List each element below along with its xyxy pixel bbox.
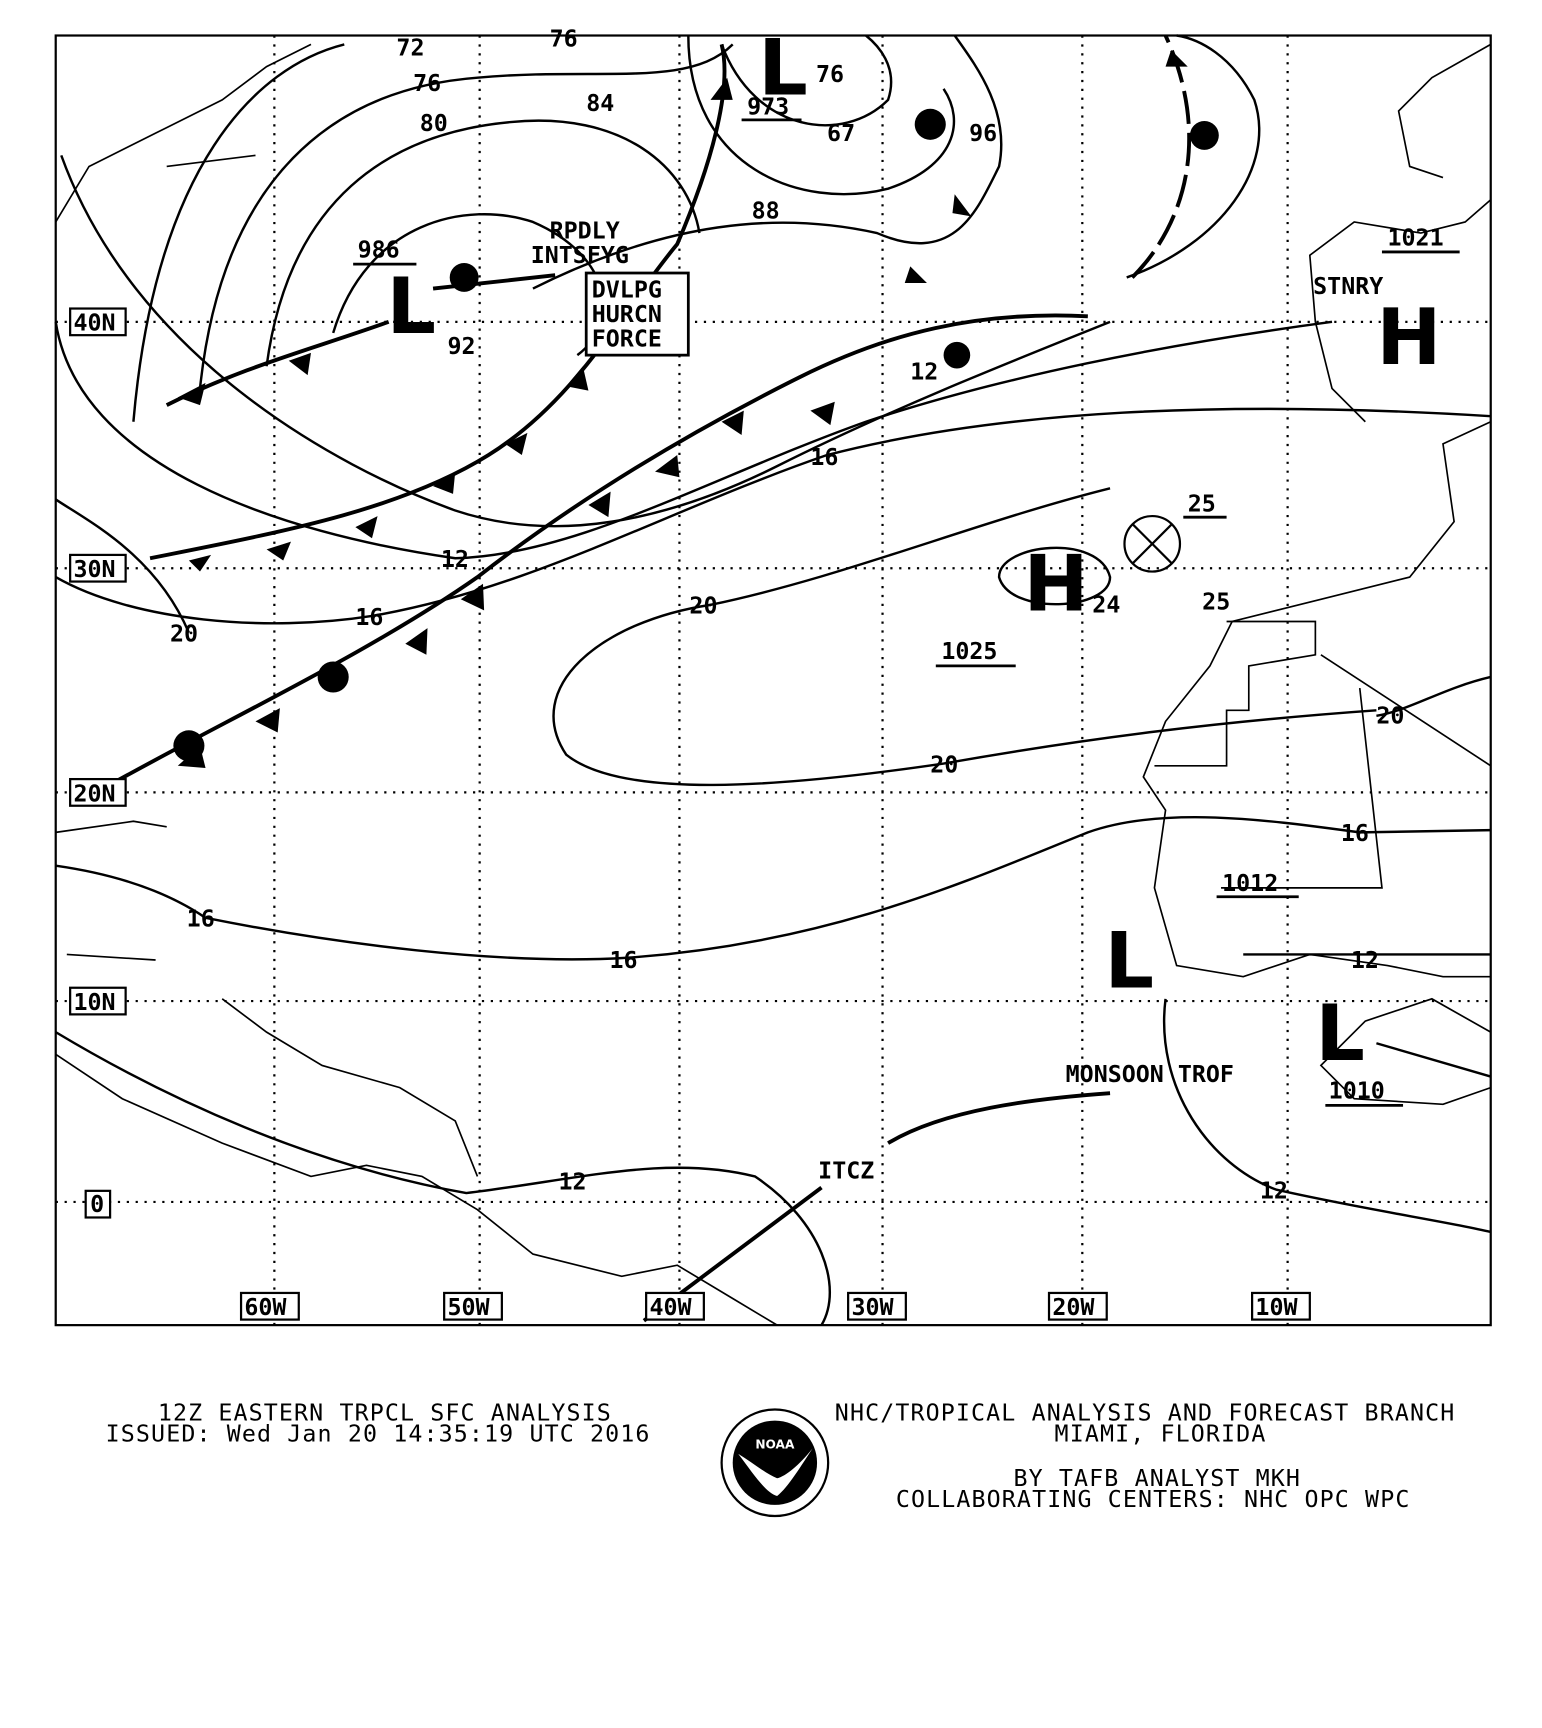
isobars [54,34,1492,1326]
pressure-value: 1021 [1388,224,1444,251]
map-frame [54,34,1492,1327]
graticule [55,35,1491,1326]
isobar-label: 12 [558,1169,586,1196]
lon-30w: 30W [851,1294,894,1321]
isobar-label: 25 [1202,588,1230,615]
lon-40w: 40W [649,1294,692,1321]
isobar-label: 72 [396,34,424,61]
lon-50w: 50W [447,1294,490,1321]
intsfyg-label: INTSFYG [531,242,629,269]
hurcn-label: HURCN [592,301,662,328]
isobar-label: 16 [610,947,638,974]
noaa-logo: NOAA [720,1408,830,1518]
low-center-1010: L [1315,989,1365,1079]
noaa-logo-text: NOAA [755,1437,795,1451]
coastlines [55,43,1492,1326]
high-center-1025: H [1023,539,1088,629]
isobar-label: 84 [586,90,614,117]
isobar-label: 96 [969,120,997,147]
isobar-label: 20 [1376,703,1404,730]
monsoon-trof-label: MONSOON TROF [1066,1061,1234,1088]
isobar-label: 76 [816,61,844,88]
isobar-label: 12 [910,359,938,386]
low-center-973: L [758,23,808,113]
isobar-label: 20 [170,620,198,647]
annotations: RPDLY INTSFYG DVLPG HURCN FORCE STNRY MO… [531,218,1384,1185]
high-center-1021: H [1376,293,1441,383]
stnry-label: STNRY [1313,273,1383,300]
isobar-label: 24 [1092,592,1120,619]
pressure-value: 1012 [1222,870,1278,897]
lat-40n: 40N [73,310,115,337]
low-center-1012: L [1105,917,1155,1007]
pressure-value: 1010 [1329,1078,1385,1105]
analysis-title: 12Z EASTERN TRPCL SFC ANALYSIS [158,1400,612,1427]
lat-labels: 40N 30N 20N 10N 0 [69,307,127,1219]
analyst: BY TAFB ANALYST MKH [1013,1465,1301,1492]
lon-20w: 20W [1052,1294,1095,1321]
isobar-label: 16 [810,444,838,471]
itcz-label: ITCZ [818,1158,874,1185]
lon-10w: 10W [1255,1294,1298,1321]
isobar-label: 88 [752,198,780,225]
lat-0: 0 [90,1191,104,1218]
occluded-front [1130,34,1192,279]
isobar-label: 12 [1260,1178,1288,1205]
low-center-986: L [386,262,436,352]
isobar-label: 20 [689,593,717,620]
isobar-label: 80 [420,110,448,137]
pressure-value: 986 [358,236,400,263]
force-label: FORCE [592,325,662,352]
lat-30n: 30N [73,556,115,583]
rpdly-label: RPDLY [550,218,620,245]
lat-10n: 10N [73,989,115,1016]
location: MIAMI, FLORIDA [1055,1421,1267,1448]
pressure-value: 25 [1188,491,1216,518]
issued-time: ISSUED: Wed Jan 20 14:35:19 UTC 2016 [106,1421,651,1448]
fronts [99,34,1219,1323]
lat-20n: 20N [73,780,115,807]
lon-labels: 60W 50W 40W 30W 20W 10W [239,1291,1311,1321]
cold-front [99,313,1088,792]
isobar-labels: 72 76 76 80 84 973 76 67 96 88 986 92 12… [170,26,1460,1205]
isobar-label: 67 [827,120,855,147]
organization: NHC/TROPICAL ANALYSIS AND FORECAST BRANC… [835,1400,1456,1427]
isobar-label: 16 [187,906,215,933]
isobar-label: 12 [1351,947,1379,974]
dvlpg-label: DVLPG [592,276,662,303]
pressure-value: 973 [747,93,789,120]
lon-60w: 60W [244,1294,287,1321]
isobar-label: 92 [447,333,475,360]
isobar-label: 20 [930,751,958,778]
isobar-label: 16 [1341,820,1369,847]
isobar-label: 76 [550,26,578,53]
pressure-symbols: L L H H L L [386,23,1441,1079]
collaborating-centers: COLLABORATING CENTERS: NHC OPC WPC [896,1486,1411,1513]
isobar-label: 16 [355,604,383,631]
isobar-label: 12 [441,546,469,573]
footer: 12Z EASTERN TRPCL SFC ANALYSIS ISSUED: W… [106,1400,1456,1518]
pressure-value: 1025 [941,638,997,665]
isobar-label: 76 [413,70,441,97]
